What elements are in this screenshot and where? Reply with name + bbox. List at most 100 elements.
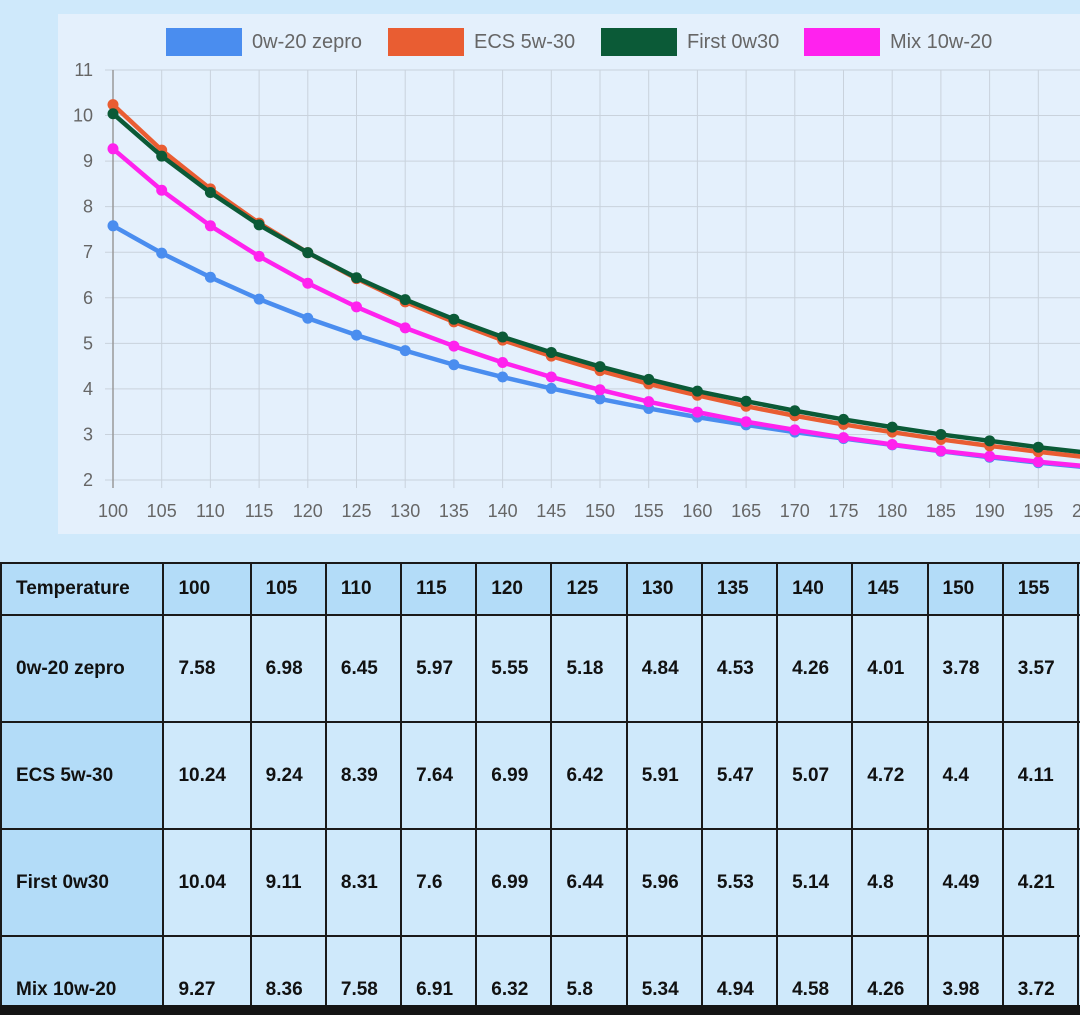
row-label: First 0w30: [0, 828, 165, 937]
data-point[interactable]: [935, 445, 947, 457]
table-cell: 3.78: [926, 614, 1004, 723]
table-cell: 9.27: [162, 935, 252, 1006]
series-line: [110, 102, 1080, 459]
legend-label: ECS 5w-30: [474, 31, 575, 53]
table-cell: 4.21: [1001, 828, 1079, 937]
column-header: 135: [700, 562, 779, 616]
data-point[interactable]: [594, 361, 606, 373]
data-point[interactable]: [643, 373, 655, 385]
data-point[interactable]: [691, 385, 703, 397]
data-point[interactable]: [448, 359, 460, 371]
data-point[interactable]: [1032, 441, 1044, 453]
data-point[interactable]: [497, 371, 509, 383]
data-point[interactable]: [302, 277, 314, 289]
y-tick-label: 7: [83, 242, 93, 262]
x-tick-label: 125: [341, 501, 371, 521]
table-cell: 7.58: [162, 614, 252, 723]
table-cell: 5.96: [625, 828, 703, 937]
data-point[interactable]: [351, 272, 362, 284]
data-point[interactable]: [107, 220, 119, 232]
data-point[interactable]: [497, 331, 509, 343]
data-point[interactable]: [594, 393, 606, 405]
data-point[interactable]: [351, 301, 362, 313]
data-point[interactable]: [691, 406, 703, 418]
data-point[interactable]: [545, 371, 557, 383]
data-point[interactable]: [399, 294, 411, 306]
data-point[interactable]: [156, 184, 168, 196]
data-point[interactable]: [594, 384, 606, 396]
data-point[interactable]: [156, 150, 168, 162]
data-point[interactable]: [545, 346, 557, 358]
data-point[interactable]: [107, 108, 119, 120]
data-point[interactable]: [302, 247, 314, 259]
data-point[interactable]: [984, 450, 996, 462]
legend-item[interactable]: First 0w30: [601, 28, 779, 56]
x-tick-label: 120: [293, 501, 323, 521]
x-tick-label: 140: [488, 501, 518, 521]
table-cell: 5.18: [550, 614, 628, 723]
legend: 0w-20 zepro ECS 5w-30 First 0w30 Mix 10w-20: [166, 28, 992, 56]
data-point[interactable]: [204, 187, 216, 199]
data-point[interactable]: [789, 424, 801, 436]
series-first-0w30: [107, 108, 1080, 455]
column-header: 105: [249, 562, 327, 616]
data-point[interactable]: [302, 312, 314, 324]
temperature-header: Temperature: [0, 562, 165, 616]
data-point[interactable]: [838, 432, 849, 444]
data-point[interactable]: [789, 405, 801, 417]
x-tick-label: 200: [1072, 501, 1080, 521]
data-point[interactable]: [838, 413, 849, 425]
table-cell: 5.97: [400, 614, 478, 723]
data-point[interactable]: [984, 435, 996, 447]
data-point[interactable]: [740, 416, 752, 428]
table-cell-clipped: [1076, 828, 1080, 937]
data-point[interactable]: [935, 428, 947, 440]
data-point[interactable]: [204, 271, 216, 283]
data-point[interactable]: [204, 220, 216, 232]
legend-item[interactable]: 0w-20 zepro: [166, 28, 362, 56]
data-point[interactable]: [643, 396, 655, 408]
table-cell: 4.84: [625, 614, 703, 723]
table-cell-clipped: [1076, 562, 1080, 616]
data-point[interactable]: [253, 219, 265, 231]
data-point[interactable]: [253, 250, 265, 262]
data-point[interactable]: [1032, 456, 1044, 468]
table-cell-clipped: [1076, 721, 1080, 830]
data-point[interactable]: [886, 421, 898, 433]
table-cell: 6.98: [249, 614, 327, 723]
data-point[interactable]: [156, 247, 168, 259]
data-point[interactable]: [545, 382, 557, 394]
bottom-bar: [0, 1005, 1080, 1015]
data-point[interactable]: [107, 143, 119, 155]
data-point[interactable]: [740, 395, 752, 407]
table-cell: 7.6: [400, 828, 478, 937]
table-cell: 4.53: [700, 614, 779, 723]
column-header: 110: [324, 562, 403, 616]
y-tick-label: 5: [83, 333, 93, 353]
legend-label: 0w-20 zepro: [252, 31, 362, 53]
legend-label: First 0w30: [687, 31, 779, 53]
y-tick-label: 10: [73, 106, 93, 126]
table-cell: 6.44: [550, 828, 628, 937]
data-point[interactable]: [253, 293, 265, 305]
data-point[interactable]: [448, 340, 460, 352]
data-point[interactable]: [497, 356, 509, 368]
table-cell: 5.55: [475, 614, 553, 723]
series-line: [110, 223, 1080, 469]
table-header-row: Temperature 100 105 110 115 120 125 130 135 140 1…: [0, 562, 1080, 616]
data-point[interactable]: [448, 313, 460, 325]
table-cell: 10.04: [162, 828, 252, 937]
legend-item[interactable]: Mix 10w-20: [804, 28, 992, 56]
table-cell: 6.91: [400, 935, 478, 1006]
table-cell: 6.42: [550, 721, 628, 830]
row-label: 0w-20 zepro: [0, 614, 165, 723]
table-cell: 4.4: [926, 721, 1004, 830]
table-cell: 3.98: [926, 935, 1004, 1006]
data-point[interactable]: [351, 329, 362, 341]
legend-item[interactable]: ECS 5w-30: [388, 28, 575, 56]
data-point[interactable]: [886, 438, 898, 450]
data-point[interactable]: [107, 99, 119, 111]
table-cell: 4.49: [926, 828, 1004, 937]
data-point[interactable]: [399, 322, 411, 334]
data-point[interactable]: [399, 345, 411, 357]
